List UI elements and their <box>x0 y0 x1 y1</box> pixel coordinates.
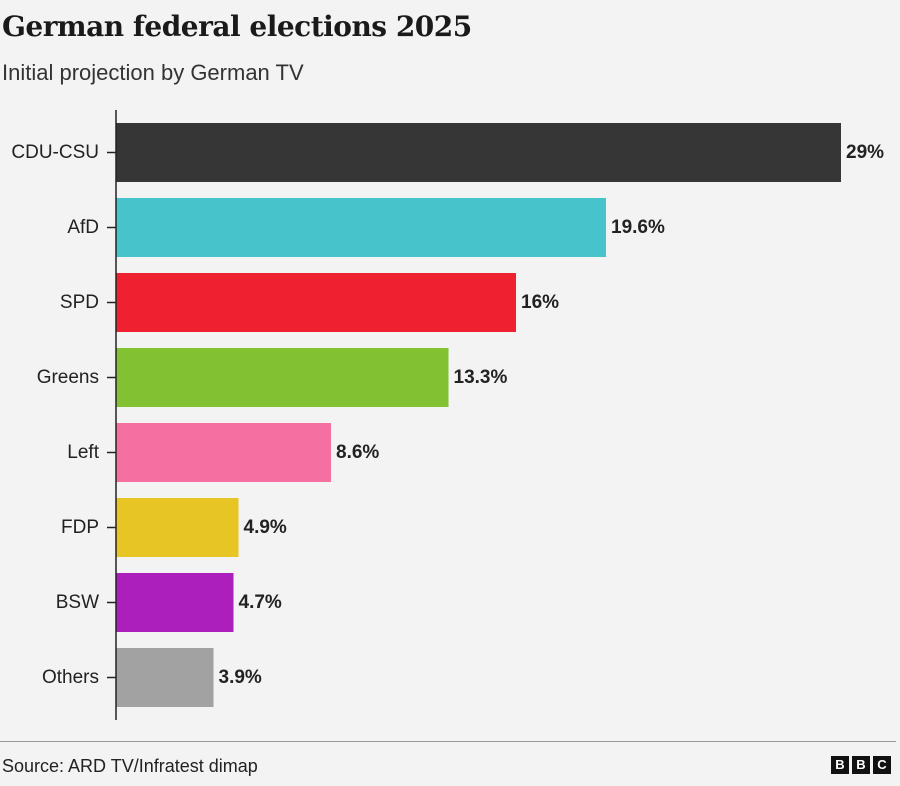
value-label: 19.6% <box>611 217 665 238</box>
bar-greens <box>116 348 449 407</box>
bars-group: CDU-CSU 29% AfD 19.6% SPD 16% Greens 13.3% Left 8… <box>11 123 884 707</box>
category-label: Others <box>42 667 99 688</box>
category-label: SPD <box>60 292 99 313</box>
chart-title: German federal elections 2025 <box>2 10 472 43</box>
value-label: 4.9% <box>244 517 287 538</box>
value-label: 13.3% <box>454 367 508 388</box>
source-note: Source: ARD TV/Infratest dimap <box>2 756 258 776</box>
footer-divider <box>0 741 896 742</box>
bar-others <box>116 648 214 707</box>
value-label: 4.7% <box>239 592 282 613</box>
bbc-logo: B B C <box>831 756 891 774</box>
bar-cdu-csu <box>116 123 841 182</box>
value-label: 29% <box>846 142 884 163</box>
category-label: FDP <box>61 517 99 538</box>
value-label: 8.6% <box>336 442 379 463</box>
logo-letter: B <box>831 756 849 774</box>
logo-letter: B <box>852 756 870 774</box>
bar-bsw <box>116 573 234 632</box>
bar-spd <box>116 273 516 332</box>
bar-left <box>116 423 331 482</box>
chart-subtitle: Initial projection by German TV <box>2 60 304 85</box>
value-label: 3.9% <box>219 667 262 688</box>
bar-chart: CDU-CSU 29% AfD 19.6% SPD 16% Greens 13.3% Left 8… <box>11 110 884 720</box>
category-label: CDU-CSU <box>11 142 99 163</box>
category-label: AfD <box>67 217 99 238</box>
category-label: Left <box>67 442 99 463</box>
logo-letter: C <box>873 756 891 774</box>
bar-fdp <box>116 498 239 557</box>
category-label: Greens <box>37 367 99 388</box>
value-label: 16% <box>521 292 559 313</box>
bar-afd <box>116 198 606 257</box>
category-label: BSW <box>56 592 99 613</box>
